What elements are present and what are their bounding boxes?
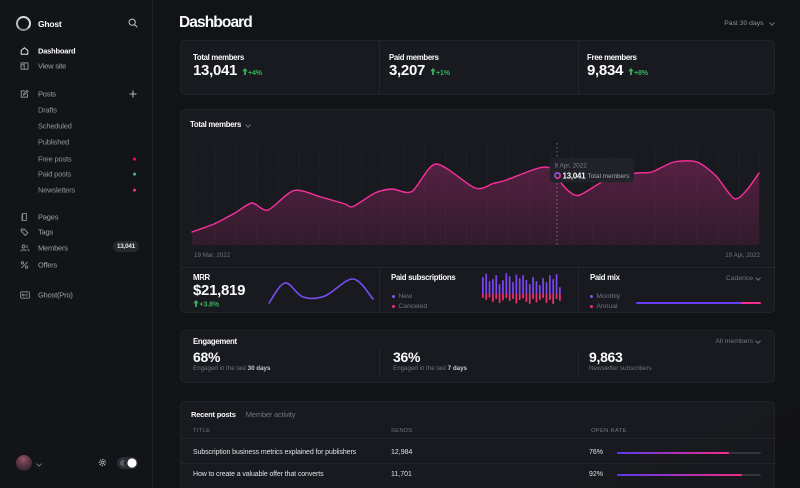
svg-text:9 Apr, 2022: 9 Apr, 2022: [555, 163, 588, 170]
svg-text:Total members: Total members: [588, 173, 630, 180]
svg-text:13,041: 13,041: [563, 171, 587, 180]
